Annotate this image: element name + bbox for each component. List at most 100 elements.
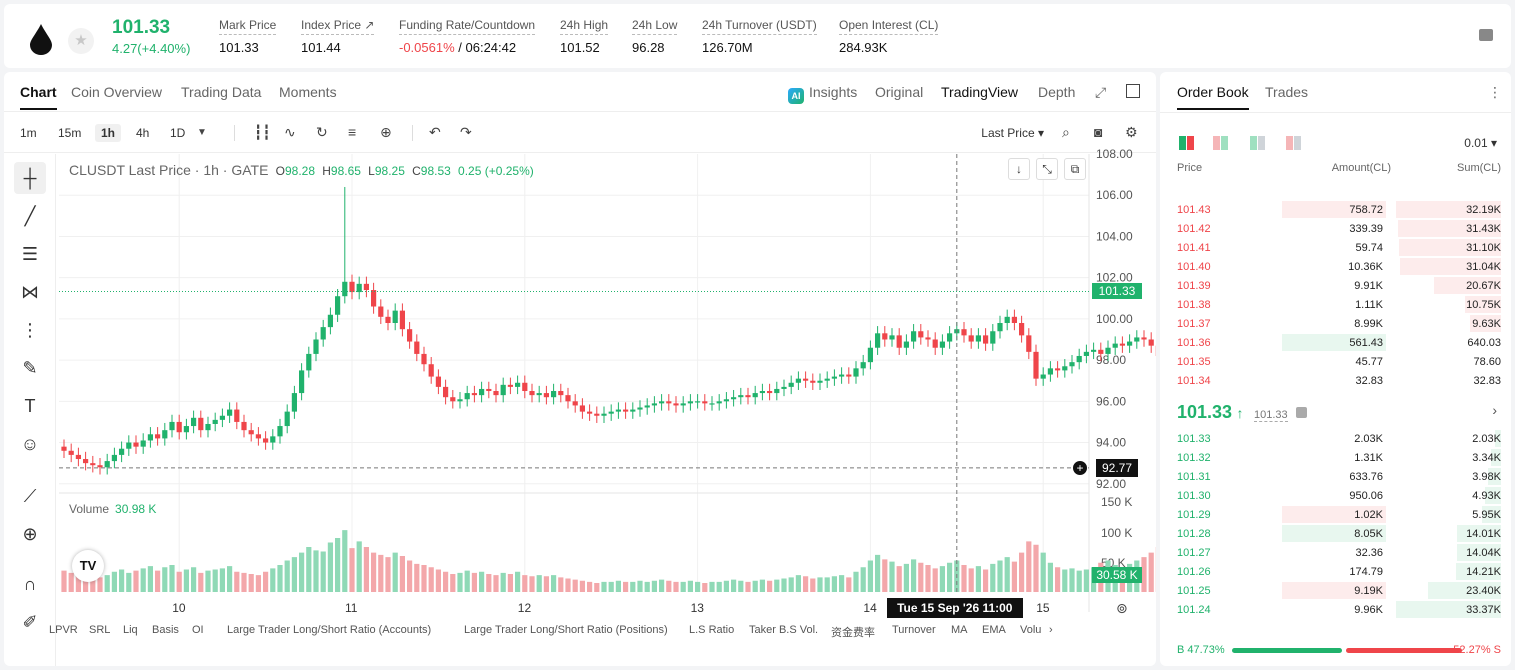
indicator-item[interactable]: Large Trader Long/Short Ratio (Positions… (464, 624, 668, 636)
tab-coin-overview[interactable]: Coin Overview (71, 84, 163, 100)
search-icon[interactable]: ⌕ (1062, 124, 1070, 140)
interval-4h[interactable]: 4h (136, 126, 150, 140)
fullscreen-icon[interactable]: ⧉ (1064, 158, 1086, 180)
interval-1m[interactable]: 1m (20, 126, 37, 140)
view-depth[interactable]: Depth (1038, 84, 1076, 100)
indicator-item[interactable]: SRL (89, 624, 111, 636)
fib-icon[interactable]: ⋮ (21, 320, 39, 340)
indicator-item[interactable]: L.S Ratio (689, 624, 735, 636)
ask-row[interactable]: 101.36 561.43 640.03 (1160, 333, 1511, 352)
bid-row[interactable]: 101.29 1.02K 5.95K (1160, 505, 1511, 524)
price-chart[interactable]: 106.00 104.00 102.00 100.00 98.00 96.00 94.00 9… (4, 72, 1156, 666)
mode-bids-icon[interactable] (1250, 136, 1266, 150)
stat-index-price[interactable]: Index Price ↗ 101.44 (301, 18, 375, 55)
bid-row[interactable]: 101.26 174.79 14.21K (1160, 562, 1511, 581)
crosshair-icon[interactable]: ┼ (14, 162, 46, 194)
tab-trading-data[interactable]: Trading Data (181, 84, 262, 100)
row-price: 101.42 (1177, 223, 1211, 235)
bid-row[interactable]: 101.33 2.03K 2.03K (1160, 429, 1511, 448)
pattern-icon[interactable]: ⋈ (21, 282, 39, 302)
precision-select[interactable]: 0.01 ▾ (1464, 136, 1497, 150)
volume-bar (594, 583, 600, 592)
refresh-icon[interactable]: ↻ (316, 124, 328, 140)
insights-button[interactable]: AI Insights (788, 84, 857, 104)
row-amount: 633.76 (1349, 471, 1383, 483)
ask-row[interactable]: 101.42 339.39 31.43K (1160, 219, 1511, 238)
emoji-icon[interactable]: ☺ (20, 434, 40, 454)
mode-sell-icon[interactable] (1286, 136, 1302, 150)
candles-icon[interactable]: ┇┇ (254, 124, 271, 140)
indicator-item[interactable]: Volu (1020, 624, 1042, 636)
interval-1d[interactable]: 1D (170, 126, 186, 140)
ask-row[interactable]: 101.41 59.74 31.10K (1160, 238, 1511, 257)
bid-row[interactable]: 101.30 950.06 4.93K (1160, 486, 1511, 505)
volume-bar (371, 552, 377, 592)
zoom-icon[interactable]: ⊕ (22, 524, 38, 544)
chart-settings-icon[interactable]: ⊚ (1116, 600, 1128, 616)
price-source-select[interactable]: Last Price ▾ (981, 126, 1044, 140)
chevron-right-icon[interactable]: › (1049, 624, 1053, 636)
volume-bar (709, 581, 715, 592)
bid-row[interactable]: 101.28 8.05K 14.01K (1160, 524, 1511, 543)
redo-icon[interactable]: ↷ (460, 124, 472, 140)
volume-bar (140, 568, 146, 592)
ask-row[interactable]: 101.37 8.99K 9.63K (1160, 314, 1511, 333)
depth-bar (1398, 220, 1501, 237)
undo-icon[interactable]: ↶ (429, 124, 441, 140)
magnet-icon[interactable]: ∩ (23, 574, 37, 594)
ask-row[interactable]: 101.39 9.91K 20.67K (1160, 276, 1511, 295)
tab-chart[interactable]: Chart (20, 84, 57, 110)
ask-row[interactable]: 101.34 32.83 32.83 (1160, 371, 1511, 390)
add-order-icon[interactable]: + (1072, 459, 1088, 476)
gear-icon[interactable]: ⚙ (1125, 124, 1138, 140)
ask-row[interactable]: 101.43 758.72 32.19K (1160, 200, 1511, 219)
interval-1h[interactable]: 1h (95, 124, 122, 142)
bid-row[interactable]: 101.32 1.31K 3.34K (1160, 448, 1511, 467)
list-icon[interactable]: ≡ (348, 124, 357, 140)
ask-row[interactable]: 101.40 10.36K 31.04K (1160, 257, 1511, 276)
window-icon[interactable] (1126, 84, 1140, 98)
text-icon[interactable]: T (24, 396, 36, 416)
tab-trades[interactable]: Trades (1265, 84, 1309, 100)
tab-moments[interactable]: Moments (279, 84, 337, 100)
mode-both-icon[interactable] (1179, 136, 1195, 150)
indicator-item[interactable]: EMA (982, 624, 1006, 636)
ask-row[interactable]: 101.35 45.77 78.60 (1160, 352, 1511, 371)
interval-15m[interactable]: 15m (58, 126, 82, 140)
indicator-item[interactable]: Large Trader Long/Short Ratio (Accounts) (227, 624, 432, 636)
ruler-icon[interactable]: ⟋ (23, 486, 37, 506)
tab-order-book[interactable]: Order Book (1177, 84, 1249, 110)
more-icon[interactable]: ⋮ (1488, 84, 1502, 100)
bid-row[interactable]: 101.25 9.19K 23.40K (1160, 581, 1511, 600)
chevron-down-icon[interactable]: ▼ (197, 127, 207, 138)
scroll-down-icon[interactable]: ↓ (1008, 158, 1030, 180)
book-icon[interactable] (1479, 29, 1493, 41)
ask-row[interactable]: 101.38 1.11K 10.75K (1160, 295, 1511, 314)
indicator-item[interactable]: Turnover (892, 624, 936, 636)
mode-asks-icon[interactable] (1213, 136, 1229, 150)
chevron-right-icon[interactable]: › (1492, 402, 1497, 418)
view-tradingview[interactable]: TradingView (941, 84, 1019, 100)
pencil-icon[interactable]: ✐ (22, 612, 38, 632)
expand-icon[interactable]: ⤢ (1095, 84, 1107, 100)
indicator-item[interactable]: Taker B.S Vol. (749, 624, 819, 636)
bid-row[interactable]: 101.31 633.76 3.98K (1160, 467, 1511, 486)
indicator-item[interactable]: LPVR (49, 624, 78, 636)
bid-row[interactable]: 101.24 9.96K 33.37K (1160, 600, 1511, 619)
candle-body (903, 341, 909, 348)
favorite-star-icon[interactable]: ★ (68, 28, 94, 54)
indicator-item[interactable]: 资金费率 (831, 627, 875, 639)
horizontal-lines-icon[interactable]: ☰ (21, 244, 39, 264)
brush-icon[interactable]: ✎ (22, 358, 38, 378)
indicator-item[interactable]: Basis (152, 624, 179, 636)
indicators-icon[interactable]: ∿ (284, 124, 296, 140)
add-alert-icon[interactable]: ⊕ (380, 124, 392, 140)
indicator-item[interactable]: Liq (123, 624, 138, 636)
bid-row[interactable]: 101.27 32.36 14.04K (1160, 543, 1511, 562)
indicator-item[interactable]: OI (192, 624, 204, 636)
view-original[interactable]: Original (875, 84, 924, 100)
collapse-icon[interactable]: ⤡ (1036, 158, 1058, 180)
indicator-item[interactable]: MA (951, 624, 968, 636)
trendline-icon[interactable]: ╱ (24, 206, 36, 226)
camera-icon[interactable]: ◙ (1094, 124, 1103, 140)
